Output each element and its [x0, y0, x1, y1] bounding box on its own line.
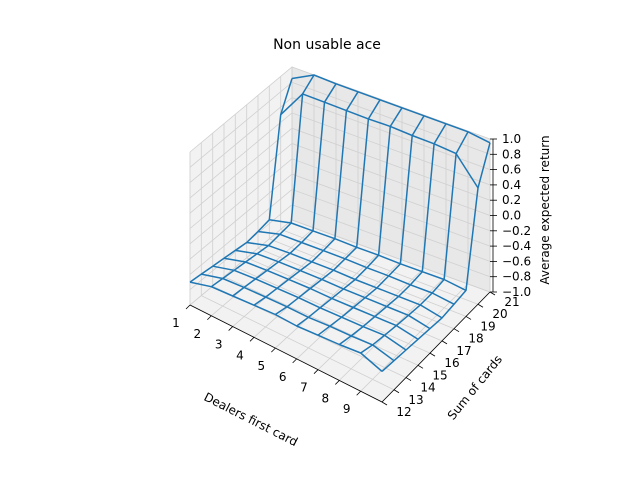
- chart-title: Non usable ace: [273, 37, 381, 53]
- y-tick-label: 15: [432, 368, 447, 382]
- z-tick-label: 0.2: [502, 193, 521, 207]
- z-tick-label: 0.4: [502, 178, 521, 192]
- z-tick-label: −0.8: [502, 270, 531, 284]
- z-tick-label: −1.0: [502, 285, 531, 299]
- x-tick-mark: [271, 347, 276, 353]
- x-tick-mark: [185, 304, 191, 310]
- surface-line-sum: [223, 257, 419, 340]
- x-tick-label: 5: [257, 359, 265, 373]
- x-tick-label: 9: [343, 402, 351, 416]
- y-tick-label: 13: [408, 393, 423, 407]
- axes-3d-box: [189, 66, 494, 403]
- z-tick-label: −0.6: [502, 254, 531, 268]
- z-tick-label: −0.2: [502, 224, 531, 238]
- surface-line-dealer: [381, 142, 491, 372]
- y-tick-mark: [441, 340, 448, 345]
- x-tick-mark: [335, 380, 340, 385]
- x-tick-mark: [292, 358, 297, 364]
- surface-line-dealer: [317, 115, 425, 336]
- z-gridline: [189, 112, 491, 199]
- surface-line-sum: [280, 93, 479, 189]
- z-gridline: [189, 143, 491, 229]
- z-gridline: [189, 173, 491, 260]
- surface-line-dealer: [296, 107, 403, 327]
- surface-line-sum: [189, 281, 383, 372]
- surface-line-sum: [235, 249, 431, 330]
- x-tick-mark: [207, 315, 212, 321]
- y-tick-label: 16: [444, 356, 459, 370]
- x-tick-label: 4: [236, 348, 244, 362]
- y-tick-label: 18: [468, 332, 483, 346]
- surface-line-sum: [269, 219, 467, 292]
- surface-line-sum: [201, 273, 395, 362]
- y-tick-mark: [489, 291, 496, 296]
- z-tick-label: 0.0: [502, 209, 521, 223]
- x-tick-label: 2: [193, 327, 201, 341]
- x-tick-label: 6: [279, 370, 287, 384]
- z-gridline: [189, 158, 491, 245]
- x-tick-label: 1: [172, 316, 180, 330]
- surface-line-dealer: [232, 83, 337, 297]
- surface-line-sum: [291, 74, 491, 144]
- y-tick-mark: [393, 389, 400, 394]
- z-axis-label: Average expected return: [538, 135, 552, 284]
- surface-line-sum: [246, 241, 443, 319]
- x-axis-line: [189, 304, 383, 403]
- y-tick-label: 19: [480, 319, 495, 333]
- z-gridline: [189, 97, 491, 183]
- x-tick-mark: [313, 369, 319, 374]
- y-tick-mark: [381, 401, 388, 406]
- y-tick-label: 12: [396, 405, 411, 419]
- x-tick-mark: [249, 337, 255, 342]
- y-tick-mark: [417, 364, 424, 369]
- z-gridline: [189, 188, 491, 275]
- surface-line-dealer: [360, 131, 469, 354]
- surface-line-dealer: [253, 91, 359, 306]
- y-tick-mark: [465, 316, 472, 320]
- z-tick-label: −0.4: [502, 239, 531, 253]
- y-tick-mark: [477, 303, 484, 308]
- z-gridline: [189, 127, 491, 214]
- surface-line-sum: [212, 265, 407, 351]
- surface-line-dealer: [274, 99, 381, 316]
- z-gridline: [189, 81, 491, 168]
- y-tick-mark: [429, 352, 436, 357]
- x-tick-mark: [356, 390, 361, 396]
- y-tick-mark: [405, 377, 412, 381]
- x-axis-label: Dealers first card: [202, 390, 300, 449]
- z-gridline: [189, 66, 491, 153]
- surface-line-dealer: [189, 78, 293, 283]
- y-tick-label: 17: [456, 344, 471, 358]
- x-tick-label: 7: [300, 381, 308, 395]
- x-tick-mark: [228, 326, 233, 331]
- y-tick-label: 21: [504, 295, 519, 309]
- surface-line-sum: [257, 230, 455, 305]
- y-tick-label: 20: [492, 307, 507, 321]
- z-tick-label: 1.0: [502, 132, 521, 146]
- z-tick-label: 0.6: [502, 163, 521, 177]
- surface-line-dealer: [210, 74, 315, 288]
- z-tick-label: 0.8: [502, 147, 521, 161]
- x-tick-label: 8: [321, 391, 329, 405]
- x-tick-label: 3: [215, 338, 223, 352]
- y-axis-line: [381, 291, 491, 403]
- y-tick-mark: [453, 328, 460, 333]
- surface-wireframe: [189, 74, 491, 372]
- surface-line-dealer: [338, 123, 447, 346]
- y-tick-label: 14: [420, 381, 435, 395]
